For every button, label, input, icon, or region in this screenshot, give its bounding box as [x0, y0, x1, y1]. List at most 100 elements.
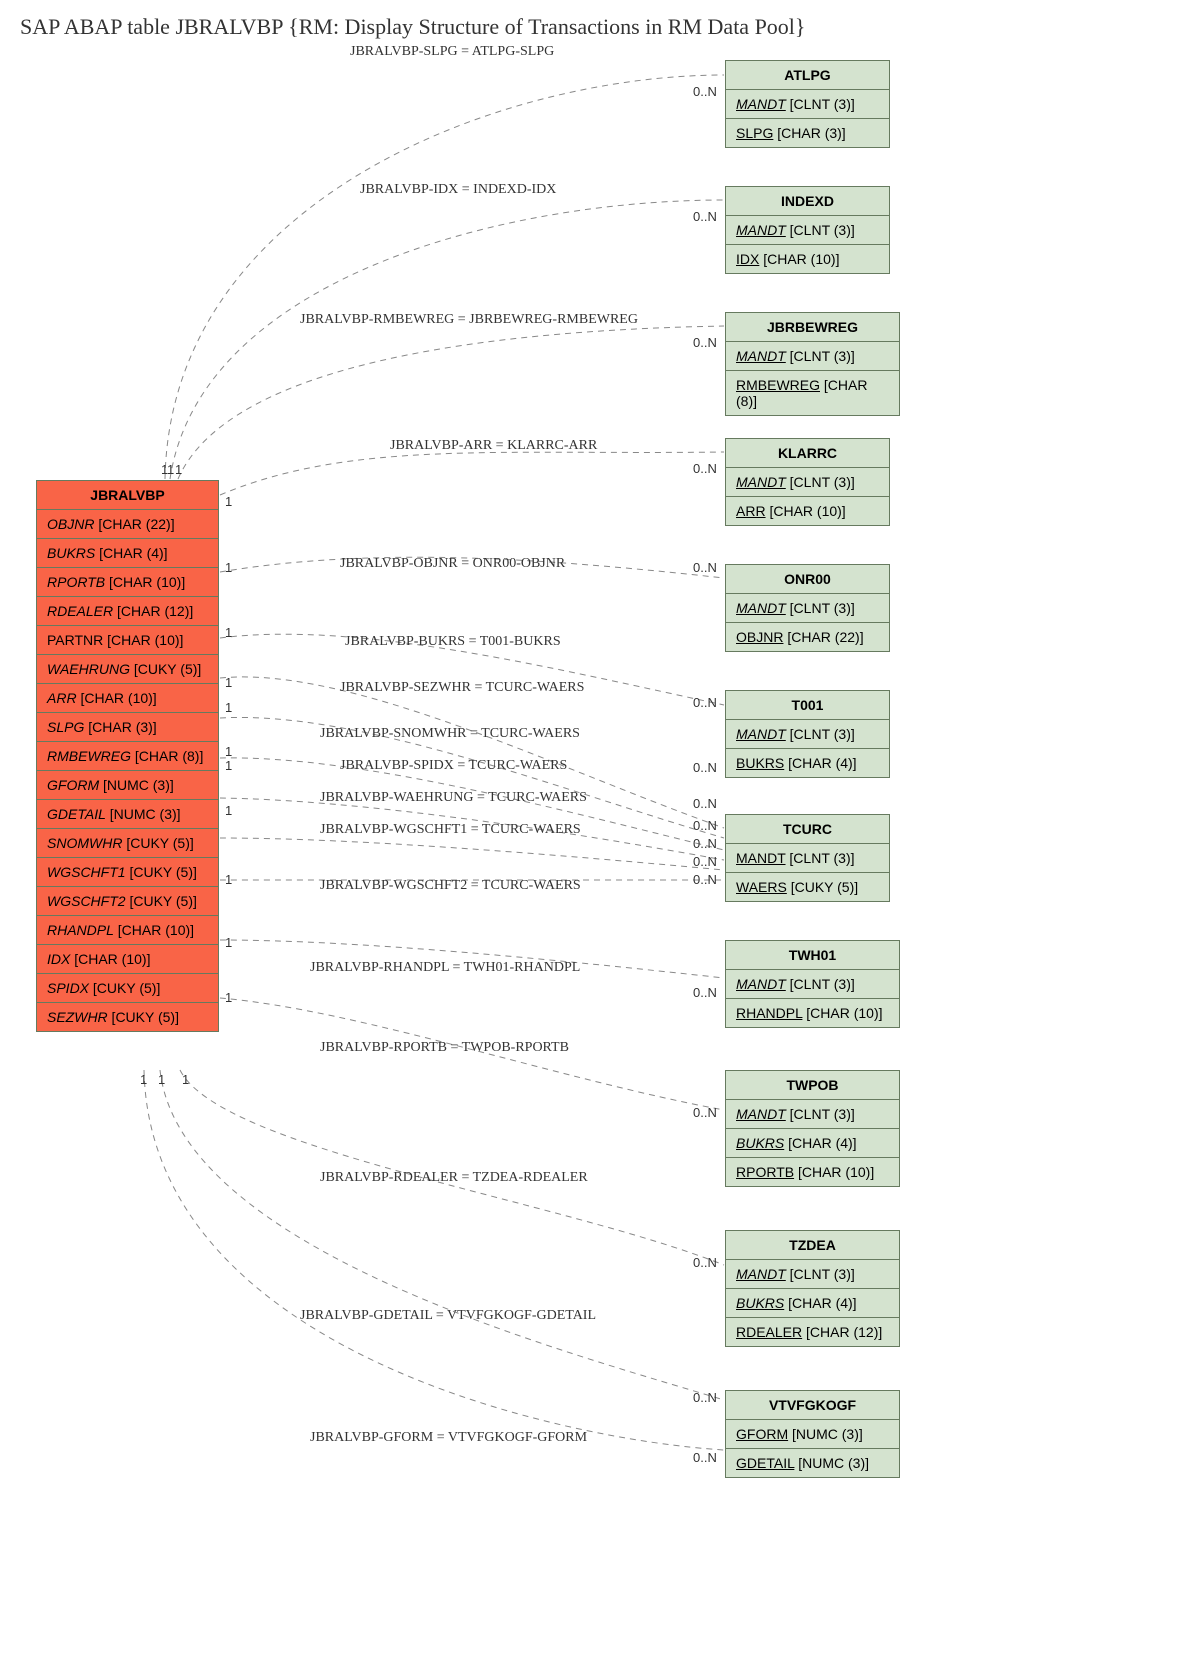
field-mandt: MANDT [CLNT (3)]: [726, 216, 889, 245]
field-wgschft2: WGSCHFT2 [CUKY (5)]: [37, 887, 218, 916]
entity-header: T001: [726, 691, 889, 720]
field-mandt: MANDT [CLNT (3)]: [726, 342, 899, 371]
field-spidx: SPIDX [CUKY (5)]: [37, 974, 218, 1003]
field-objnr: OBJNR [CHAR (22)]: [726, 623, 889, 651]
field-idx: IDX [CHAR (10)]: [37, 945, 218, 974]
cardinality: 0..N: [693, 760, 717, 775]
entity-vtvfgkogf: VTVFGKOGFGFORM [NUMC (3)]GDETAIL [NUMC (…: [725, 1390, 900, 1478]
relation-label: JBRALVBP-BUKRS = T001-BUKRS: [345, 634, 561, 650]
relation-label: JBRALVBP-WGSCHFT2 = TCURC-WAERS: [320, 878, 581, 894]
relation-label: JBRALVBP-WGSCHFT1 = TCURC-WAERS: [320, 822, 581, 838]
entity-klarrc: KLARRCMANDT [CLNT (3)]ARR [CHAR (10)]: [725, 438, 890, 526]
cardinality: 1: [175, 462, 182, 477]
cardinality: 1: [182, 1072, 189, 1087]
entity-tcurc: TCURCMANDT [CLNT (3)]WAERS [CUKY (5)]: [725, 814, 890, 902]
field-waehrung: WAEHRUNG [CUKY (5)]: [37, 655, 218, 684]
field-partnr: PARTNR [CHAR (10)]: [37, 626, 218, 655]
relation-label: JBRALVBP-SLPG = ATLPG-SLPG: [350, 44, 554, 60]
cardinality: 0..N: [693, 796, 717, 811]
entity-t001: T001MANDT [CLNT (3)]BUKRS [CHAR (4)]: [725, 690, 890, 778]
relation-label: JBRALVBP-WAEHRUNG = TCURC-WAERS: [320, 790, 587, 806]
field-gdetail: GDETAIL [NUMC (3)]: [37, 800, 218, 829]
field-sezwhr: SEZWHR [CUKY (5)]: [37, 1003, 218, 1031]
cardinality: 0..N: [693, 335, 717, 350]
entity-header: VTVFGKOGF: [726, 1391, 899, 1420]
relation-label: JBRALVBP-GFORM = VTVFGKOGF-GFORM: [310, 1430, 587, 1446]
field-slpg: SLPG [CHAR (3)]: [37, 713, 218, 742]
cardinality: 0..N: [693, 836, 717, 851]
cardinality: 1: [140, 1072, 147, 1087]
cardinality: 1: [225, 758, 232, 773]
cardinality: 1: [225, 700, 232, 715]
relation-label: JBRALVBP-RPORTB = TWPOB-RPORTB: [320, 1040, 569, 1056]
entity-header: ATLPG: [726, 61, 889, 90]
relation-label: JBRALVBP-RHANDPL = TWH01-RHANDPL: [310, 960, 580, 976]
cardinality: 1: [225, 744, 232, 759]
entity-onr00: ONR00MANDT [CLNT (3)]OBJNR [CHAR (22)]: [725, 564, 890, 652]
cardinality: 1: [225, 935, 232, 950]
entity-jbralvbp: JBRALVBP OBJNR [CHAR (22)]BUKRS [CHAR (4…: [36, 480, 219, 1032]
entity-jbrbewreg: JBRBEWREGMANDT [CLNT (3)]RMBEWREG [CHAR …: [725, 312, 900, 416]
field-mandt: MANDT [CLNT (3)]: [726, 970, 899, 999]
cardinality: 1: [225, 872, 232, 887]
field-gform: GFORM [NUMC (3)]: [726, 1420, 899, 1449]
field-gform: GFORM [NUMC (3)]: [37, 771, 218, 800]
field-rhandpl: RHANDPL [CHAR (10)]: [726, 999, 899, 1027]
entity-header: JBRALVBP: [37, 481, 218, 510]
entity-header: JBRBEWREG: [726, 313, 899, 342]
relation-label: JBRALVBP-OBJNR = ONR00-OBJNR: [340, 556, 565, 572]
cardinality: 0..N: [693, 209, 717, 224]
cardinality: 0..N: [693, 1390, 717, 1405]
field-rhandpl: RHANDPL [CHAR (10)]: [37, 916, 218, 945]
field-mandt: MANDT [CLNT (3)]: [726, 594, 889, 623]
entity-header: ONR00: [726, 565, 889, 594]
entity-header: KLARRC: [726, 439, 889, 468]
field-bukrs: BUKRS [CHAR (4)]: [726, 1129, 899, 1158]
relation-label: JBRALVBP-GDETAIL = VTVFGKOGF-GDETAIL: [300, 1308, 596, 1324]
relation-label: JBRALVBP-IDX = INDEXD-IDX: [360, 182, 556, 198]
field-rmbewreg: RMBEWREG [CHAR (8)]: [726, 371, 899, 415]
field-bukrs: BUKRS [CHAR (4)]: [37, 539, 218, 568]
field-rportb: RPORTB [CHAR (10)]: [726, 1158, 899, 1186]
field-mandt: MANDT [CLNT (3)]: [726, 1260, 899, 1289]
field-waers: WAERS [CUKY (5)]: [726, 873, 889, 901]
field-gdetail: GDETAIL [NUMC (3)]: [726, 1449, 899, 1477]
field-slpg: SLPG [CHAR (3)]: [726, 119, 889, 147]
cardinality: 1: [225, 494, 232, 509]
cardinality: 1: [225, 625, 232, 640]
entity-header: TCURC: [726, 815, 889, 844]
relation-label: JBRALVBP-RMBEWREG = JBRBEWREG-RMBEWREG: [300, 312, 638, 328]
cardinality: 0..N: [693, 985, 717, 1000]
cardinality: 1: [161, 462, 168, 477]
cardinality: 1: [225, 803, 232, 818]
cardinality: 1: [225, 560, 232, 575]
cardinality: 1: [225, 990, 232, 1005]
entity-header: TZDEA: [726, 1231, 899, 1260]
field-objnr: OBJNR [CHAR (22)]: [37, 510, 218, 539]
field-arr: ARR [CHAR (10)]: [37, 684, 218, 713]
field-rdealer: RDEALER [CHAR (12)]: [726, 1318, 899, 1346]
relation-label: JBRALVBP-SEZWHR = TCURC-WAERS: [340, 680, 584, 696]
field-arr: ARR [CHAR (10)]: [726, 497, 889, 525]
cardinality: 1: [225, 675, 232, 690]
cardinality: 0..N: [693, 560, 717, 575]
entity-twh01: TWH01MANDT [CLNT (3)]RHANDPL [CHAR (10)]: [725, 940, 900, 1028]
field-mandt: MANDT [CLNT (3)]: [726, 468, 889, 497]
field-wgschft1: WGSCHFT1 [CUKY (5)]: [37, 858, 218, 887]
cardinality: 0..N: [693, 695, 717, 710]
cardinality: 0..N: [693, 854, 717, 869]
cardinality: 0..N: [693, 84, 717, 99]
field-snomwhr: SNOMWHR [CUKY (5)]: [37, 829, 218, 858]
entity-twpob: TWPOBMANDT [CLNT (3)]BUKRS [CHAR (4)]RPO…: [725, 1070, 900, 1187]
field-mandt: MANDT [CLNT (3)]: [726, 1100, 899, 1129]
entity-header: INDEXD: [726, 187, 889, 216]
cardinality: 0..N: [693, 1450, 717, 1465]
cardinality: 0..N: [693, 1255, 717, 1270]
cardinality: 0..N: [693, 1105, 717, 1120]
field-idx: IDX [CHAR (10)]: [726, 245, 889, 273]
entity-atlpg: ATLPGMANDT [CLNT (3)]SLPG [CHAR (3)]: [725, 60, 890, 148]
cardinality: 0..N: [693, 461, 717, 476]
relation-label: JBRALVBP-ARR = KLARRC-ARR: [390, 438, 597, 454]
field-bukrs: BUKRS [CHAR (4)]: [726, 1289, 899, 1318]
cardinality: 0..N: [693, 872, 717, 887]
